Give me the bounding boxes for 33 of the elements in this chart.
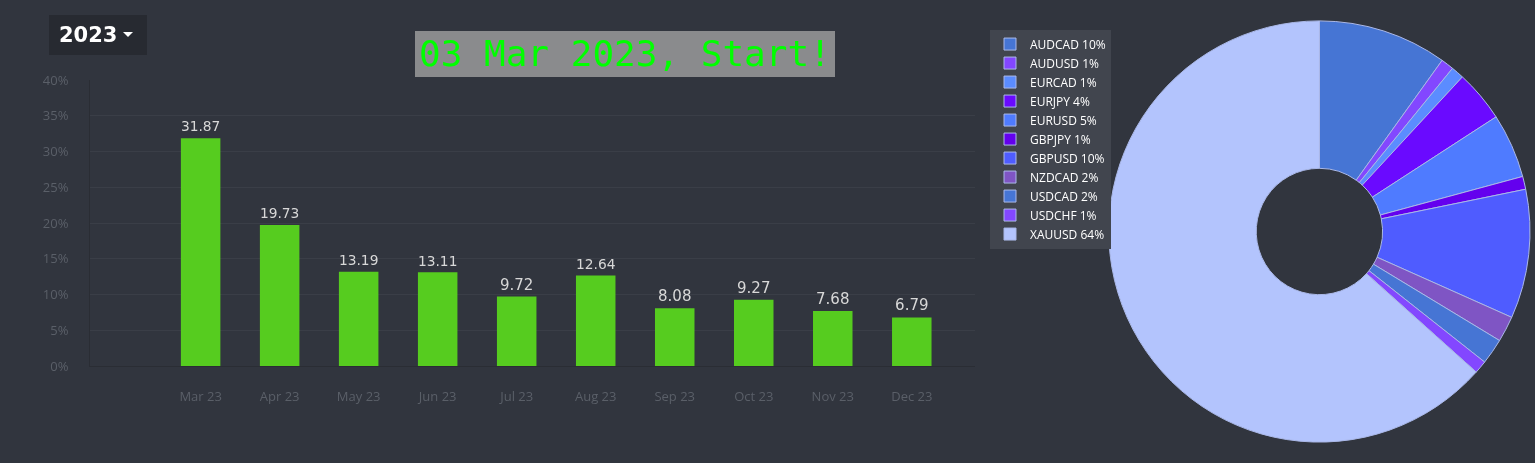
legend-label: EURJPY 4% <box>1030 92 1090 110</box>
data-label: 13.11 <box>417 252 458 269</box>
data-label: 6.79 <box>895 296 929 315</box>
legend-label: GBPJPY 1% <box>1030 130 1091 148</box>
legend-label: XAUUSD 64% <box>1030 225 1105 243</box>
legend-label: EURCAD 1% <box>1030 73 1097 91</box>
bar <box>575 275 616 366</box>
data-label: 9.27 <box>737 278 771 297</box>
bar <box>496 296 537 366</box>
data-label: 31.87 <box>180 118 221 135</box>
data-label: 7.68 <box>816 290 850 309</box>
legend-label: GBPUSD 10% <box>1030 149 1105 167</box>
data-label: 12.64 <box>575 255 616 272</box>
legend-label: AUDCAD 10% <box>1030 35 1106 53</box>
bar <box>813 311 853 366</box>
bar <box>892 317 932 366</box>
legend-label: USDCAD 2% <box>1030 187 1098 205</box>
year-dropdown: 2023 <box>49 15 148 55</box>
bar <box>180 138 221 366</box>
data-label: 8.08 <box>658 287 692 306</box>
data-label: 13.19 <box>338 252 379 269</box>
legend-label: NZDCAD 2% <box>1030 168 1099 186</box>
legend-label: USDCHF 1% <box>1030 206 1097 224</box>
bar <box>417 272 458 366</box>
data-label: 9.72 <box>499 275 534 294</box>
bar <box>654 308 695 366</box>
legend-label: AUDUSD 1% <box>1030 54 1100 72</box>
data-label: 19.73 <box>259 205 300 222</box>
legend-label: EURUSD 5% <box>1030 111 1097 129</box>
bar <box>734 299 774 366</box>
chart-title: 03 Mar 2023, Start! <box>415 31 835 77</box>
bar <box>338 271 379 366</box>
bar <box>259 224 300 366</box>
